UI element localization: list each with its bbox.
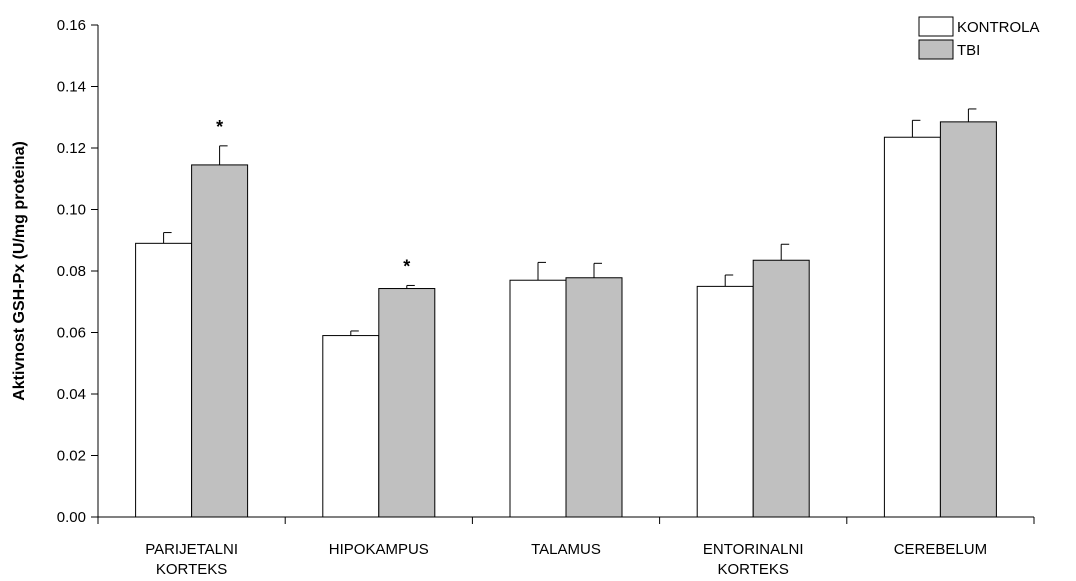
bar-tbi	[939, 121, 997, 518]
y-tick-label: 0.16	[57, 17, 86, 34]
bar-kontrola	[883, 136, 941, 518]
x-category-label-line: PARIJETALNI	[145, 541, 238, 558]
y-tick-label: 0.12	[57, 140, 86, 157]
x-axis: PARIJETALNI KORTEKS HIPOKAMPUS TALAMUS ENTOR…	[97, 516, 1035, 578]
x-category-label: ENTORINALNI KORTEKS	[703, 541, 804, 578]
significance-marker: *	[216, 117, 223, 137]
bar-tbi	[565, 277, 623, 518]
bar-kontrola	[509, 279, 567, 518]
y-tick-label: 0.14	[57, 79, 86, 96]
x-category-label: HIPOKAMPUS	[329, 541, 429, 558]
bar-tbi	[191, 164, 249, 518]
y-tick-label: 0.08	[57, 263, 86, 280]
x-category-label: CEREBELUM	[894, 541, 987, 558]
significance-marker: *	[403, 256, 410, 276]
x-category-label-line: KORTEKS	[156, 561, 227, 578]
legend-label-tbi: TBI	[957, 42, 980, 59]
x-category-label: PARIJETALNI KORTEKS	[145, 541, 238, 578]
bar-kontrola	[322, 335, 380, 518]
bar-kontrola	[696, 285, 754, 518]
y-axis: 0.00 0.02 0.04 0.06 0.08 0.10 0.12 0.14 0.16	[57, 17, 99, 526]
bar-tbi	[752, 259, 810, 518]
legend-label-kontrola: KONTROLA	[957, 19, 1040, 36]
y-axis-label: Aktivnost GSH-Px (U/mg proteina)	[11, 141, 28, 401]
y-tick-label: 0.06	[57, 325, 86, 342]
y-tick-label: 0.02	[57, 448, 86, 465]
bar-kontrola	[135, 242, 193, 518]
legend-swatch-tbi	[918, 39, 954, 60]
y-tick-label: 0.04	[57, 386, 86, 403]
x-category-label-line: TALAMUS	[531, 541, 601, 558]
x-category-label: TALAMUS	[531, 541, 601, 558]
bar-tbi	[378, 288, 436, 518]
legend-swatch-kontrola	[918, 16, 954, 37]
x-category-label-line: HIPOKAMPUS	[329, 541, 429, 558]
bars: **	[135, 108, 997, 518]
x-category-label-line: CEREBELUM	[894, 541, 987, 558]
y-tick-label: 0.00	[57, 509, 86, 526]
y-tick-label: 0.10	[57, 202, 86, 219]
x-category-label-line: KORTEKS	[717, 561, 788, 578]
x-category-label-line: ENTORINALNI	[703, 541, 804, 558]
legend: KONTROLA TBI	[918, 16, 1040, 60]
